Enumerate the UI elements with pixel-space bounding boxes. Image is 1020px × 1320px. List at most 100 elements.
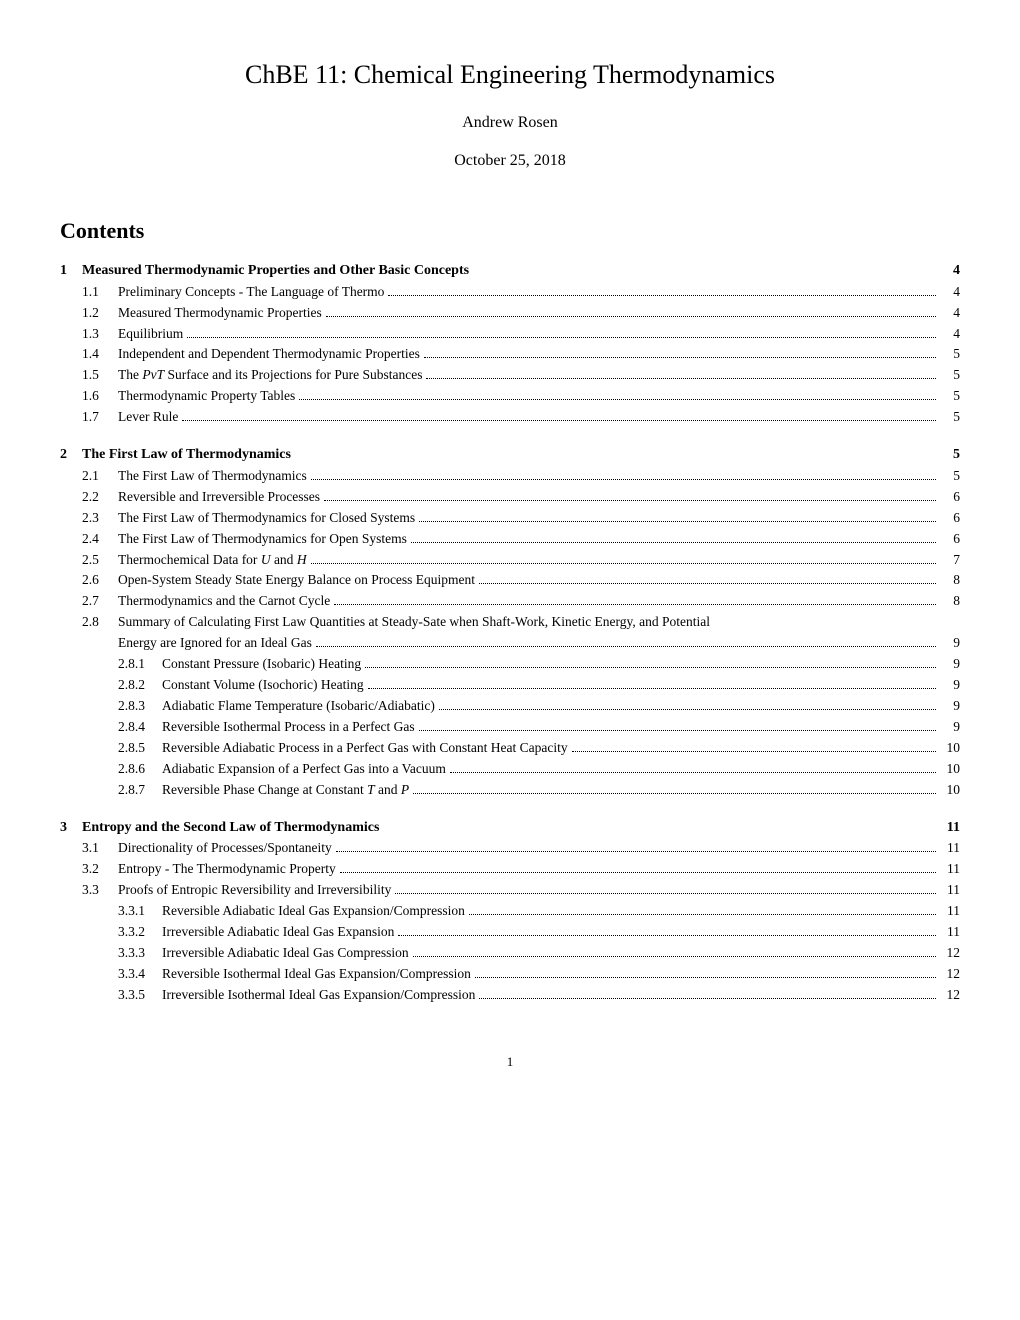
toc-entry-page: 12 [940, 964, 960, 985]
toc-section: 1Measured Thermodynamic Properties and O… [60, 260, 960, 428]
toc-entry-page: 11 [940, 880, 960, 901]
toc-leader-dots [413, 782, 936, 794]
toc-entry-title: Constant Pressure (Isobaric) Heating [162, 654, 361, 675]
toc-entry-page: 5 [940, 407, 960, 428]
toc-entry-number: 2.8 [82, 612, 118, 633]
toc-entry: 3.3Proofs of Entropic Reversibility and … [60, 880, 960, 901]
toc-entry: 2The First Law of Thermodynamics5 [60, 444, 960, 466]
toc-entry: 3.3.2Irreversible Adiabatic Ideal Gas Ex… [60, 922, 960, 943]
toc-entry: 1.4Independent and Dependent Thermodynam… [60, 344, 960, 365]
toc-entry-title: Entropy and the Second Law of Thermodyna… [82, 817, 379, 839]
toc-entry-page: 5 [940, 466, 960, 487]
toc-entry-number: 2.2 [82, 487, 118, 508]
toc-entry: 3.3.5Irreversible Isothermal Ideal Gas E… [60, 985, 960, 1006]
toc-section: 2The First Law of Thermodynamics52.1The … [60, 444, 960, 800]
toc-entry-continuation: Energy are Ignored for an Ideal Gas9 [60, 633, 960, 654]
toc-entry: 2.2Reversible and Irreversible Processes… [60, 487, 960, 508]
toc-entry: 1.7Lever Rule5 [60, 407, 960, 428]
document-date: October 25, 2018 [60, 152, 960, 170]
toc-entry-page: 10 [940, 759, 960, 780]
toc-entry-title: Directionality of Processes/Spontaneity [118, 838, 332, 859]
toc-entry-number: 2.5 [82, 550, 118, 571]
toc-entry-title: Thermodynamic Property Tables [118, 386, 295, 407]
toc-entry: 2.8.2Constant Volume (Isochoric) Heating… [60, 675, 960, 696]
toc-leader-dots [336, 840, 936, 852]
toc-entry-number: 3.3.2 [118, 922, 162, 943]
toc-entry-title: Energy are Ignored for an Ideal Gas [118, 633, 312, 654]
toc-entry-title: Reversible Isothermal Ideal Gas Expansio… [162, 964, 471, 985]
toc-entry-number: 3.3.4 [118, 964, 162, 985]
toc-leader-dots [182, 409, 936, 421]
toc-leader-dots [398, 924, 936, 936]
toc-entry-page: 9 [940, 675, 960, 696]
toc-leader-dots [419, 719, 936, 731]
toc-entry-title: Irreversible Adiabatic Ideal Gas Expansi… [162, 922, 394, 943]
toc-entry: 1.5The PvT Surface and its Projections f… [60, 365, 960, 386]
toc-entry: 2.4The First Law of Thermodynamics for O… [60, 529, 960, 550]
toc-entry-page: 6 [940, 508, 960, 529]
toc-entry-title: Open-System Steady State Energy Balance … [118, 570, 475, 591]
toc-entry-title: The First Law of Thermodynamics for Clos… [118, 508, 415, 529]
toc-entry-title: Reversible Adiabatic Process in a Perfec… [162, 738, 568, 759]
toc-leader-dots [340, 861, 936, 873]
toc-entry: 2.8.4Reversible Isothermal Process in a … [60, 717, 960, 738]
toc-entry-number: 2 [60, 444, 82, 466]
toc-entry-page: 4 [940, 303, 960, 324]
page-number: 1 [60, 1054, 960, 1070]
toc-entry-number: 3.3 [82, 880, 118, 901]
toc-entry: 3.1Directionality of Processes/Spontanei… [60, 838, 960, 859]
toc-entry-page: 4 [940, 260, 960, 282]
toc-entry-page: 11 [940, 838, 960, 859]
toc-entry-page: 9 [940, 696, 960, 717]
toc-entry: 3Entropy and the Second Law of Thermodyn… [60, 817, 960, 839]
toc-entry-page: 12 [940, 943, 960, 964]
toc-entry-page: 11 [940, 922, 960, 943]
toc-entry-title: Lever Rule [118, 407, 178, 428]
toc-entry-number: 2.3 [82, 508, 118, 529]
table-of-contents: 1Measured Thermodynamic Properties and O… [60, 260, 960, 1006]
toc-entry-number: 2.8.6 [118, 759, 162, 780]
document-title: ChBE 11: Chemical Engineering Thermodyna… [60, 60, 960, 90]
toc-entry-number: 2.4 [82, 529, 118, 550]
toc-entry-title: Reversible and Irreversible Processes [118, 487, 320, 508]
toc-entry-number: 2.8.2 [118, 675, 162, 696]
document-author: Andrew Rosen [60, 114, 960, 132]
toc-entry-title: The First Law of Thermodynamics [118, 466, 307, 487]
toc-entry-title: Measured Thermodynamic Properties [118, 303, 322, 324]
toc-entry-title: The First Law of Thermodynamics for Open… [118, 529, 407, 550]
toc-entry-page: 5 [940, 386, 960, 407]
toc-entry-number: 2.8.1 [118, 654, 162, 675]
toc-entry-title: The PvT Surface and its Projections for … [118, 365, 422, 386]
toc-entry: 2.6Open-System Steady State Energy Balan… [60, 570, 960, 591]
toc-entry: 3.3.1Reversible Adiabatic Ideal Gas Expa… [60, 901, 960, 922]
toc-entry-number: 3.3.5 [118, 985, 162, 1006]
toc-entry: 1Measured Thermodynamic Properties and O… [60, 260, 960, 282]
toc-entry: 3.3.4Reversible Isothermal Ideal Gas Exp… [60, 964, 960, 985]
toc-entry: 2.8.7Reversible Phase Change at Constant… [60, 780, 960, 801]
toc-entry-title: Thermochemical Data for U and H [118, 550, 307, 571]
toc-entry-title: Preliminary Concepts - The Language of T… [118, 282, 384, 303]
toc-entry: 1.6Thermodynamic Property Tables 5 [60, 386, 960, 407]
toc-entry-page: 8 [940, 591, 960, 612]
toc-leader-dots [479, 573, 936, 585]
toc-entry-number: 1.3 [82, 324, 118, 345]
toc-leader-dots [572, 740, 936, 752]
toc-leader-dots [311, 468, 936, 480]
toc-entry: 2.1The First Law of Thermodynamics5 [60, 466, 960, 487]
toc-leader-dots [411, 531, 936, 543]
toc-entry-number: 1.6 [82, 386, 118, 407]
toc-entry-page: 5 [940, 344, 960, 365]
toc-entry: 2.8.1Constant Pressure (Isobaric) Heatin… [60, 654, 960, 675]
toc-leader-dots [419, 510, 936, 522]
toc-entry-page: 9 [940, 717, 960, 738]
toc-leader-dots [187, 326, 936, 338]
toc-entry: 1.1Preliminary Concepts - The Language o… [60, 282, 960, 303]
contents-heading: Contents [60, 218, 960, 244]
toc-entry-page: 12 [940, 985, 960, 1006]
toc-entry-title: Adiabatic Expansion of a Perfect Gas int… [162, 759, 446, 780]
toc-entry: 2.7Thermodynamics and the Carnot Cycle8 [60, 591, 960, 612]
toc-entry-number: 3 [60, 817, 82, 839]
toc-entry-number: 3.1 [82, 838, 118, 859]
toc-entry-page: 4 [940, 324, 960, 345]
toc-entry-page: 8 [940, 570, 960, 591]
